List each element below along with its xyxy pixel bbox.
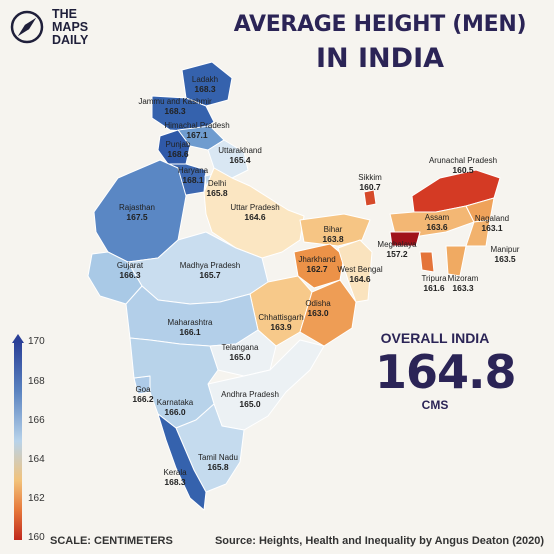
page-title: AVERAGE HEIGHT (MEN) IN INDIA (230, 12, 530, 74)
state-name-label: Bihar (324, 225, 343, 234)
state-region (337, 239, 373, 303)
legend-tick: 162 (28, 493, 45, 504)
state-region (203, 167, 305, 259)
state-value-label: 163.5 (494, 254, 516, 264)
legend-tick: 164 (28, 454, 45, 465)
legend-tick: 166 (28, 415, 45, 426)
state-region (419, 251, 435, 273)
state-value-label: 168.3 (164, 477, 186, 487)
state-value-label: 168.6 (167, 149, 189, 159)
state-name-label: Assam (425, 213, 450, 222)
state-value-label: 161.6 (423, 283, 445, 293)
state-name-label: Andhra Pradesh (221, 390, 279, 399)
state-name-label: Gujarat (117, 261, 144, 270)
state-name-label: West Bengal (337, 265, 382, 274)
legend-tick: 168 (28, 376, 45, 387)
overall-label: OVERALL INDIA (380, 330, 490, 346)
overall-value: 164.8 (375, 345, 517, 399)
state-value-label: 165.0 (239, 399, 261, 409)
state-name-label: Telangana (222, 343, 259, 352)
state-value-label: 168.3 (194, 84, 216, 94)
color-scale-legend: 170 168 166 164 162 160 (6, 334, 46, 543)
source-note: Source: Heights, Health and Inequality b… (214, 535, 544, 547)
state-value-label: 163.8 (322, 234, 344, 244)
state-value-label: 166.1 (179, 327, 201, 337)
title-line-2: IN INDIA (315, 43, 445, 74)
state-value-label: 165.4 (229, 155, 251, 165)
state-value-label: 165.0 (229, 352, 251, 362)
state-value-label: 165.7 (199, 270, 221, 280)
state-name-label: Jharkhand (298, 255, 335, 264)
state-name-label: Ladakh (192, 75, 218, 84)
state-name-label: Uttarakhand (218, 146, 262, 155)
state-value-label: 157.2 (386, 249, 408, 259)
state-region (389, 231, 421, 247)
state-value-label: 163.3 (452, 283, 474, 293)
overall-india-panel: OVERALL INDIA 164.8 CMS (375, 330, 517, 412)
brand-name: THE MAPS DAILY (52, 7, 89, 47)
state-value-label: 167.1 (186, 130, 208, 140)
state-value-label: 163.6 (426, 222, 448, 232)
state-value-label: 164.6 (244, 212, 266, 222)
legend-tick: 160 (28, 532, 45, 543)
overall-unit: CMS (421, 398, 449, 412)
state-name-label: Tamil Nadu (198, 453, 238, 462)
state-name-label: Punjab (166, 140, 191, 149)
state-name-label: Goa (135, 385, 151, 394)
state-value-label: 163.9 (270, 322, 292, 332)
state-name-label: Karnataka (157, 398, 194, 407)
legend-gradient-bar (14, 342, 22, 540)
title-line-1: AVERAGE HEIGHT (MEN) (233, 12, 527, 37)
state-name-label: Meghalaya (377, 240, 417, 249)
state-name-label: Maharashtra (168, 318, 213, 327)
state-value-label: 165.8 (206, 188, 228, 198)
state-region (209, 329, 277, 377)
state-value-label: 166.0 (164, 407, 186, 417)
state-name-label: Nagaland (475, 214, 509, 223)
compass-icon (10, 10, 44, 44)
state-name-label: Rajasthan (119, 203, 155, 212)
state-name-label: Odisha (305, 299, 331, 308)
state-value-label: 163.0 (307, 308, 329, 318)
legend-arrow-icon (12, 334, 24, 343)
state-name-label: Jammu and Kashmir (138, 97, 212, 106)
state-region (299, 213, 371, 247)
state-region (465, 219, 491, 247)
state-region (445, 245, 467, 277)
state-name-label: Madhya Pradesh (180, 261, 240, 270)
state-name-label: Uttar Pradesh (230, 203, 279, 212)
state-name-label: Mizoram (448, 274, 479, 283)
state-value-label: 168.3 (164, 106, 186, 116)
state-name-label: Manipur (491, 245, 520, 254)
scale-label: SCALE: CENTIMETERS (50, 535, 173, 547)
state-region (157, 413, 207, 511)
state-name-label: Kerala (163, 468, 187, 477)
state-value-label: 165.8 (207, 462, 229, 472)
state-name-label: Tripura (421, 274, 447, 283)
state-name-label: Himachal Pradesh (164, 121, 229, 130)
state-value-label: 160.7 (359, 182, 381, 192)
state-value-label: 167.5 (126, 212, 148, 222)
state-name-label: Chhattisgarh (258, 313, 303, 322)
state-value-label: 162.7 (306, 264, 328, 274)
state-region (363, 189, 377, 207)
state-name-label: Delhi (208, 179, 226, 188)
state-value-label: 166.2 (132, 394, 154, 404)
legend-tick: 170 (28, 336, 45, 347)
state-value-label: 164.6 (349, 274, 371, 284)
brand-logo: THE MAPS DAILY (8, 6, 98, 50)
state-value-label: 163.1 (481, 223, 503, 233)
state-name-label: Arunachal Pradesh (429, 156, 497, 165)
state-value-label: 166.3 (119, 270, 141, 280)
state-value-label: 160.5 (452, 165, 474, 175)
state-name-label: Sikkim (358, 173, 382, 182)
state-name-label: Haryana (178, 166, 209, 175)
state-value-label: 168.1 (182, 175, 204, 185)
